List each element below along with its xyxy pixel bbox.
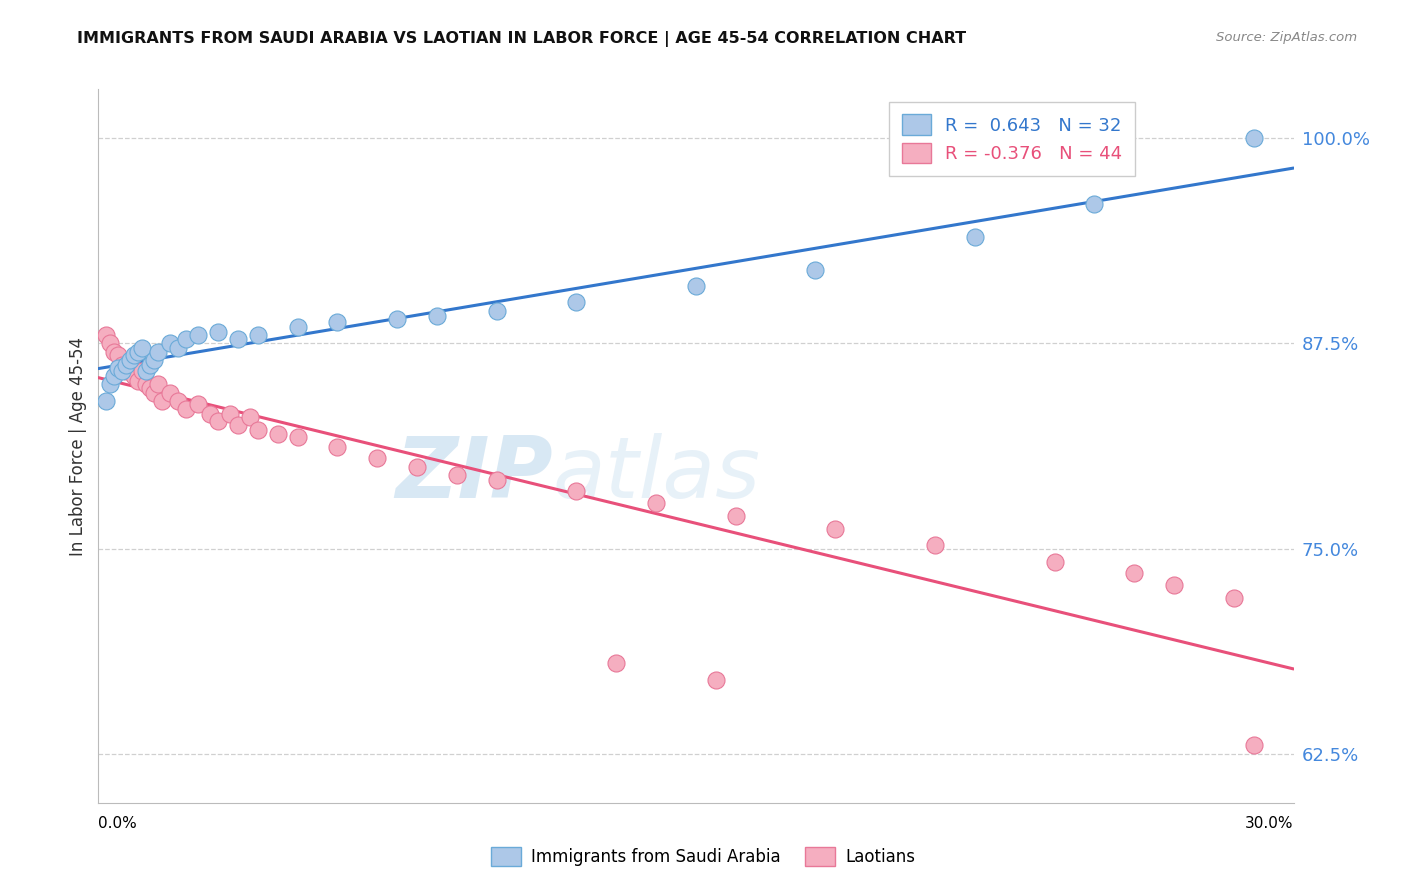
Point bbox=[98, 336, 122, 351]
Point bbox=[159, 385, 181, 400]
Legend: R =  0.643   N = 32, R = -0.376   N = 44: R = 0.643 N = 32, R = -0.376 N = 44 bbox=[890, 102, 1135, 176]
Point bbox=[219, 407, 242, 421]
Point bbox=[111, 358, 134, 372]
Point bbox=[139, 358, 162, 372]
Point bbox=[246, 328, 269, 343]
Point bbox=[1163, 577, 1185, 591]
Point bbox=[96, 328, 118, 343]
Point bbox=[127, 344, 149, 359]
Point bbox=[174, 332, 197, 346]
Point bbox=[107, 348, 129, 362]
Point bbox=[115, 364, 138, 378]
Point bbox=[103, 344, 125, 359]
Point bbox=[187, 397, 209, 411]
Point bbox=[1123, 566, 1146, 581]
Point bbox=[326, 315, 349, 329]
Point bbox=[96, 393, 118, 408]
Point bbox=[150, 393, 173, 408]
Point bbox=[406, 459, 429, 474]
Point bbox=[1243, 131, 1265, 145]
Point bbox=[174, 402, 197, 417]
Point bbox=[385, 311, 409, 326]
Point bbox=[645, 495, 668, 509]
Text: atlas: atlas bbox=[553, 433, 761, 516]
Point bbox=[565, 484, 588, 499]
Point bbox=[143, 352, 166, 367]
Point bbox=[207, 325, 229, 339]
Point bbox=[98, 377, 122, 392]
Point bbox=[167, 393, 190, 408]
Point bbox=[124, 369, 146, 384]
Point bbox=[485, 303, 508, 318]
Point bbox=[287, 320, 309, 334]
Point bbox=[924, 538, 946, 552]
Text: IMMIGRANTS FROM SAUDI ARABIA VS LAOTIAN IN LABOR FORCE | AGE 45-54 CORRELATION C: IMMIGRANTS FROM SAUDI ARABIA VS LAOTIAN … bbox=[77, 31, 966, 47]
Point bbox=[226, 332, 249, 346]
Y-axis label: In Labor Force | Age 45-54: In Labor Force | Age 45-54 bbox=[69, 336, 87, 556]
Point bbox=[446, 467, 468, 482]
Point bbox=[246, 424, 269, 438]
Point bbox=[1083, 197, 1105, 211]
Point bbox=[120, 352, 142, 367]
Point bbox=[111, 364, 134, 378]
Point bbox=[115, 358, 138, 372]
Text: 30.0%: 30.0% bbox=[1246, 816, 1294, 831]
Point bbox=[704, 673, 727, 687]
Point bbox=[804, 262, 827, 277]
Point bbox=[103, 369, 125, 384]
Point bbox=[366, 451, 388, 466]
Point bbox=[148, 344, 170, 359]
Text: ZIP: ZIP bbox=[395, 433, 553, 516]
Point bbox=[963, 230, 986, 244]
Point bbox=[824, 522, 846, 536]
Point bbox=[198, 407, 221, 421]
Point bbox=[148, 377, 170, 392]
Point bbox=[239, 410, 262, 425]
Point bbox=[485, 473, 508, 487]
Point bbox=[187, 328, 209, 343]
Point bbox=[159, 336, 181, 351]
Point bbox=[127, 374, 149, 388]
Point bbox=[131, 342, 153, 356]
Point bbox=[143, 385, 166, 400]
Point bbox=[605, 657, 627, 671]
Point bbox=[1223, 591, 1246, 605]
Point bbox=[139, 381, 162, 395]
Point bbox=[685, 279, 707, 293]
Point bbox=[207, 413, 229, 427]
Legend: Immigrants from Saudi Arabia, Laotians: Immigrants from Saudi Arabia, Laotians bbox=[484, 840, 922, 873]
Point bbox=[565, 295, 588, 310]
Point bbox=[107, 361, 129, 376]
Point bbox=[124, 348, 146, 362]
Point bbox=[135, 377, 157, 392]
Point bbox=[1043, 555, 1066, 569]
Point bbox=[426, 309, 449, 323]
Point bbox=[120, 361, 142, 376]
Point bbox=[135, 364, 157, 378]
Point bbox=[326, 440, 349, 454]
Point bbox=[226, 418, 249, 433]
Point bbox=[724, 508, 747, 523]
Point bbox=[131, 364, 153, 378]
Text: 0.0%: 0.0% bbox=[98, 816, 138, 831]
Point bbox=[1243, 739, 1265, 753]
Point bbox=[167, 342, 190, 356]
Text: Source: ZipAtlas.com: Source: ZipAtlas.com bbox=[1216, 31, 1357, 45]
Point bbox=[287, 430, 309, 444]
Point bbox=[267, 426, 290, 441]
